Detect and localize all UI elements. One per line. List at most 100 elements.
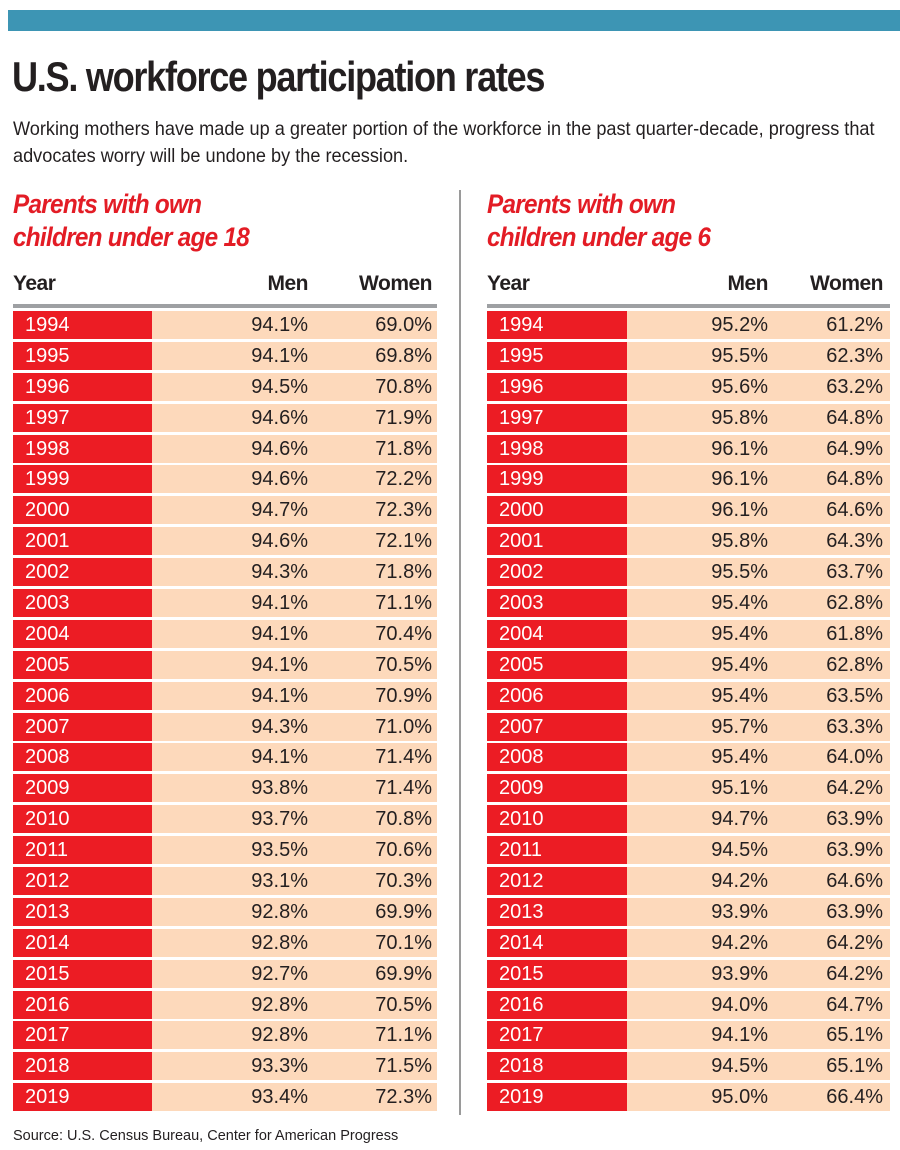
men-cell: 95.6% [711, 375, 768, 398]
column-divider [459, 190, 461, 1115]
table-row: 2009 93.8% 71.4% [13, 774, 437, 803]
year-cell: 1997 [13, 403, 152, 432]
men-cell: 95.5% [711, 561, 768, 584]
women-cell: 62.8% [826, 653, 883, 676]
table-row: 2004 94.1% 70.4% [13, 619, 437, 648]
table-row: 2003 95.4% 62.8% [487, 589, 890, 618]
column-header-year: Year [487, 272, 530, 295]
table-row: 2019 95.0% 66.4% [487, 1083, 890, 1112]
table-heading-line1: Parents with own [487, 189, 676, 219]
men-cell: 94.5% [711, 839, 768, 862]
women-cell: 64.6% [826, 870, 883, 893]
table-row: 2005 95.4% 62.8% [487, 650, 890, 679]
women-cell: 64.2% [826, 962, 883, 985]
table-heading-line2: children under age 6 [487, 222, 711, 252]
year-cell: 1998 [487, 434, 627, 463]
men-cell: 95.4% [711, 653, 768, 676]
men-cell: 95.4% [711, 592, 768, 615]
men-cell: 94.1% [251, 314, 308, 336]
year-cell: 2008 [13, 743, 152, 772]
year-cell: 2001 [487, 527, 627, 556]
table-row: 2012 94.2% 64.6% [487, 867, 890, 896]
women-cell: 70.9% [375, 684, 432, 707]
table-row: 2008 95.4% 64.0% [487, 743, 890, 772]
year-cell: 2007 [13, 712, 152, 741]
men-cell: 93.9% [711, 900, 768, 923]
table-row: 2010 94.7% 63.9% [487, 805, 890, 834]
men-cell: 92.8% [251, 931, 308, 954]
table-row: 1994 95.2% 61.2% [487, 311, 890, 339]
table-row: 2016 94.0% 64.7% [487, 990, 890, 1019]
men-cell: 95.4% [711, 746, 768, 769]
women-cell: 63.3% [826, 715, 883, 738]
year-cell: 2016 [13, 990, 152, 1019]
year-cell: 2018 [487, 1052, 627, 1081]
women-cell: 64.2% [826, 931, 883, 954]
table-row: 2010 93.7% 70.8% [13, 805, 437, 834]
page-subtitle: Working mothers have made up a greater p… [13, 118, 875, 167]
table-row: 2019 93.4% 72.3% [13, 1083, 437, 1112]
men-cell: 94.2% [711, 931, 768, 954]
men-cell: 94.3% [251, 561, 308, 584]
women-cell: 64.8% [826, 406, 883, 429]
table-row: 2001 94.6% 72.1% [13, 527, 437, 556]
column-header-women: Women [810, 272, 883, 295]
year-cell: 2013 [487, 897, 627, 926]
table-row: 2013 92.8% 69.9% [13, 897, 437, 926]
women-cell: 64.7% [826, 993, 883, 1016]
year-cell: 1999 [13, 465, 152, 494]
women-cell: 64.0% [826, 746, 883, 769]
year-cell: 2011 [13, 836, 152, 865]
men-cell: 93.9% [711, 962, 768, 985]
men-cell: 94.1% [251, 592, 308, 615]
women-cell: 70.1% [375, 931, 432, 954]
men-cell: 95.4% [711, 684, 768, 707]
table-heading-line1: Parents with own [13, 189, 202, 219]
year-cell: 2019 [487, 1083, 627, 1112]
year-cell: 2011 [487, 836, 627, 865]
year-cell: 2013 [13, 897, 152, 926]
men-cell: 92.8% [251, 1024, 308, 1047]
year-cell: 2008 [487, 743, 627, 772]
women-cell: 71.5% [375, 1055, 432, 1078]
year-cell: 2010 [13, 805, 152, 834]
women-cell: 64.8% [826, 468, 883, 491]
table-body: 1994 94.1% 69.0% 1995 94.1% 69.8% 1996 94.5% 70.… [13, 311, 437, 1112]
table-row: 2007 94.3% 71.0% [13, 712, 437, 741]
men-cell: 94.1% [711, 1024, 768, 1047]
table-row: 1998 94.6% 71.8% [13, 434, 437, 463]
year-cell: 2019 [13, 1083, 152, 1112]
men-cell: 93.5% [251, 839, 308, 862]
page-title: U.S. workforce participation rates [12, 53, 546, 100]
table-row: 2009 95.1% 64.2% [487, 774, 890, 803]
men-cell: 92.8% [251, 900, 308, 923]
table-row: 2002 94.3% 71.8% [13, 558, 437, 587]
table-row: 1995 94.1% 69.8% [13, 341, 437, 370]
women-cell: 64.2% [826, 777, 883, 800]
table-row: 1996 95.6% 63.2% [487, 372, 890, 401]
table-row: 1998 96.1% 64.9% [487, 434, 890, 463]
table-row: 2014 92.8% 70.1% [13, 928, 437, 957]
men-cell: 95.5% [711, 344, 768, 367]
women-cell: 70.3% [375, 870, 432, 893]
year-cell: 2015 [13, 959, 152, 988]
year-cell: 1995 [487, 341, 627, 370]
men-cell: 94.6% [251, 437, 308, 460]
table-row: 2013 93.9% 63.9% [487, 897, 890, 926]
table-row: 2007 95.7% 63.3% [487, 712, 890, 741]
table-row: 2000 96.1% 64.6% [487, 496, 890, 525]
table-heading: Parents with own children under age 6 [487, 188, 850, 254]
women-cell: 63.9% [826, 900, 883, 923]
year-cell: 2005 [13, 650, 152, 679]
year-cell: 2001 [13, 527, 152, 556]
table-row: 2017 92.8% 71.1% [13, 1021, 437, 1050]
women-cell: 70.4% [375, 622, 432, 645]
men-cell: 93.1% [251, 870, 308, 893]
table-row: 2018 93.3% 71.5% [13, 1052, 437, 1081]
column-headers: Year Men Women [487, 268, 890, 300]
year-cell: 2002 [487, 558, 627, 587]
table-row: 2006 95.4% 63.5% [487, 681, 890, 710]
women-cell: 71.4% [375, 746, 432, 769]
women-cell: 62.3% [826, 344, 883, 367]
year-cell: 2003 [487, 589, 627, 618]
